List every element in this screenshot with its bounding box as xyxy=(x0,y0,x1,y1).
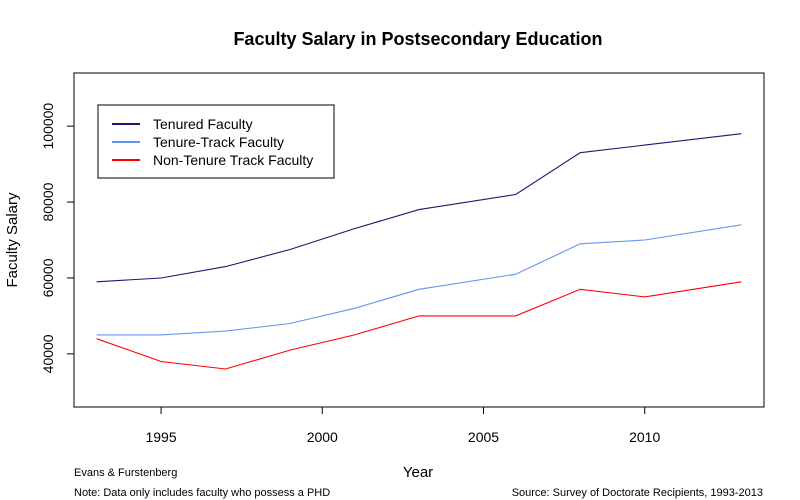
x-tick-label: 2000 xyxy=(307,429,338,445)
chart-title: Faculty Salary in Postsecondary Educatio… xyxy=(233,29,602,49)
y-tick-label: 100000 xyxy=(40,103,56,150)
series-line-1 xyxy=(96,133,742,283)
x-tick-label: 2005 xyxy=(468,429,499,445)
x-axis-label: Year xyxy=(403,464,433,481)
series-line-3 xyxy=(96,281,742,370)
x-tick-label: 1995 xyxy=(145,429,176,445)
footer-note: Note: Data only includes faculty who pos… xyxy=(74,487,330,499)
y-axis-label: Faculty Salary xyxy=(4,192,21,288)
y-tick-label: 80000 xyxy=(40,182,56,221)
legend: Tenured Faculty Tenure-Track Faculty Non-T… xyxy=(97,104,335,179)
legend-label: Non-Tenure Track Faculty xyxy=(153,152,313,168)
x-axis: 1995 2000 2005 2010 xyxy=(145,406,660,445)
y-axis: 40000 60000 80000 100000 xyxy=(40,103,75,373)
footer-author: Evans & Furstenberg xyxy=(74,467,177,479)
legend-label: Tenure-Track Faculty xyxy=(153,134,284,150)
legend-label: Tenured Faculty xyxy=(153,116,253,132)
x-tick-label: 2010 xyxy=(629,429,660,445)
y-tick-label: 60000 xyxy=(40,258,56,297)
legend-entries: Tenured Faculty Tenure-Track Faculty Non-T… xyxy=(112,116,313,168)
footer-source: Source: Survey of Doctorate Recipients, … xyxy=(512,487,763,499)
series-layer xyxy=(96,133,742,370)
series-line-2 xyxy=(96,224,742,336)
y-tick-label: 40000 xyxy=(40,334,56,373)
